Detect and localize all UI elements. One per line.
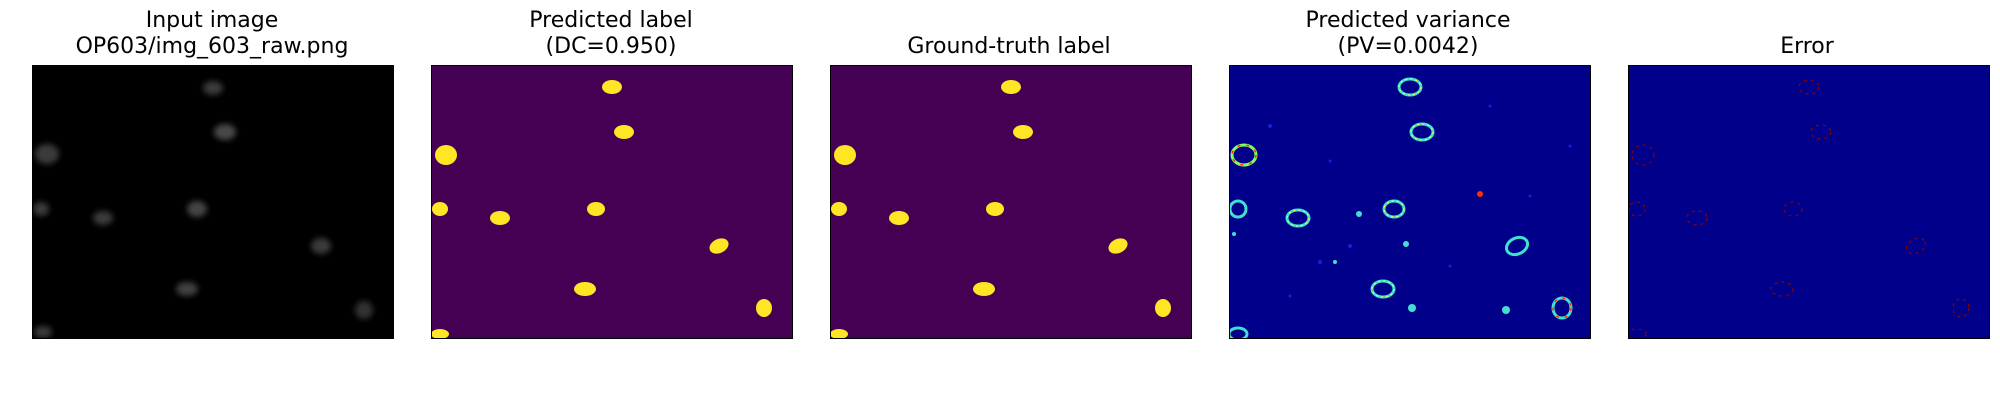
error-panel (1628, 65, 1990, 339)
input-image-panel (32, 65, 394, 339)
error-image (1629, 66, 1989, 338)
title-line2: OP603/img_603_raw.png (75, 34, 349, 59)
title-line1: Predicted variance (1305, 8, 1511, 33)
ground-truth-label-panel (830, 65, 1192, 339)
panel-title-input: Input image OP603/img_603_raw.png (30, 8, 394, 60)
title-line1: Predicted label (529, 8, 693, 33)
panel-title-ground-truth: Ground-truth label (827, 8, 1191, 60)
title-line1 (827, 8, 1191, 34)
title-line2: (DC=0.950) (545, 34, 677, 59)
title-line2: (PV=0.0042) (1337, 34, 1479, 59)
ground-truth-label-image (831, 66, 1191, 338)
predicted-variance-panel (1229, 65, 1591, 339)
input-image (33, 66, 393, 338)
title-line1 (1625, 8, 1989, 34)
predicted-variance-image (1230, 66, 1590, 338)
panel-title-variance: Predicted variance (PV=0.0042) (1226, 8, 1590, 60)
title-line2: Error (1780, 34, 1834, 59)
predicted-label-image (432, 66, 792, 338)
predicted-label-panel (431, 65, 793, 339)
panel-title-error: Error (1625, 8, 1989, 60)
title-line2: Ground-truth label (907, 34, 1111, 59)
title-line1: Input image (145, 8, 279, 33)
panel-title-predicted-label: Predicted label (DC=0.950) (429, 8, 793, 60)
